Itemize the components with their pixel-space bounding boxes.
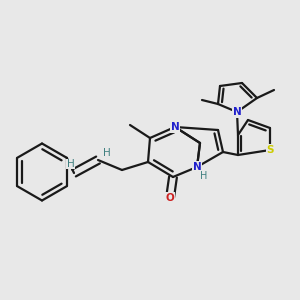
Text: S: S xyxy=(266,145,274,155)
Text: H: H xyxy=(200,171,207,181)
Text: N: N xyxy=(193,162,201,172)
Text: H: H xyxy=(67,159,74,169)
Text: H: H xyxy=(103,148,111,158)
Text: N: N xyxy=(232,107,242,117)
Text: O: O xyxy=(166,193,174,203)
Text: N: N xyxy=(171,122,179,132)
